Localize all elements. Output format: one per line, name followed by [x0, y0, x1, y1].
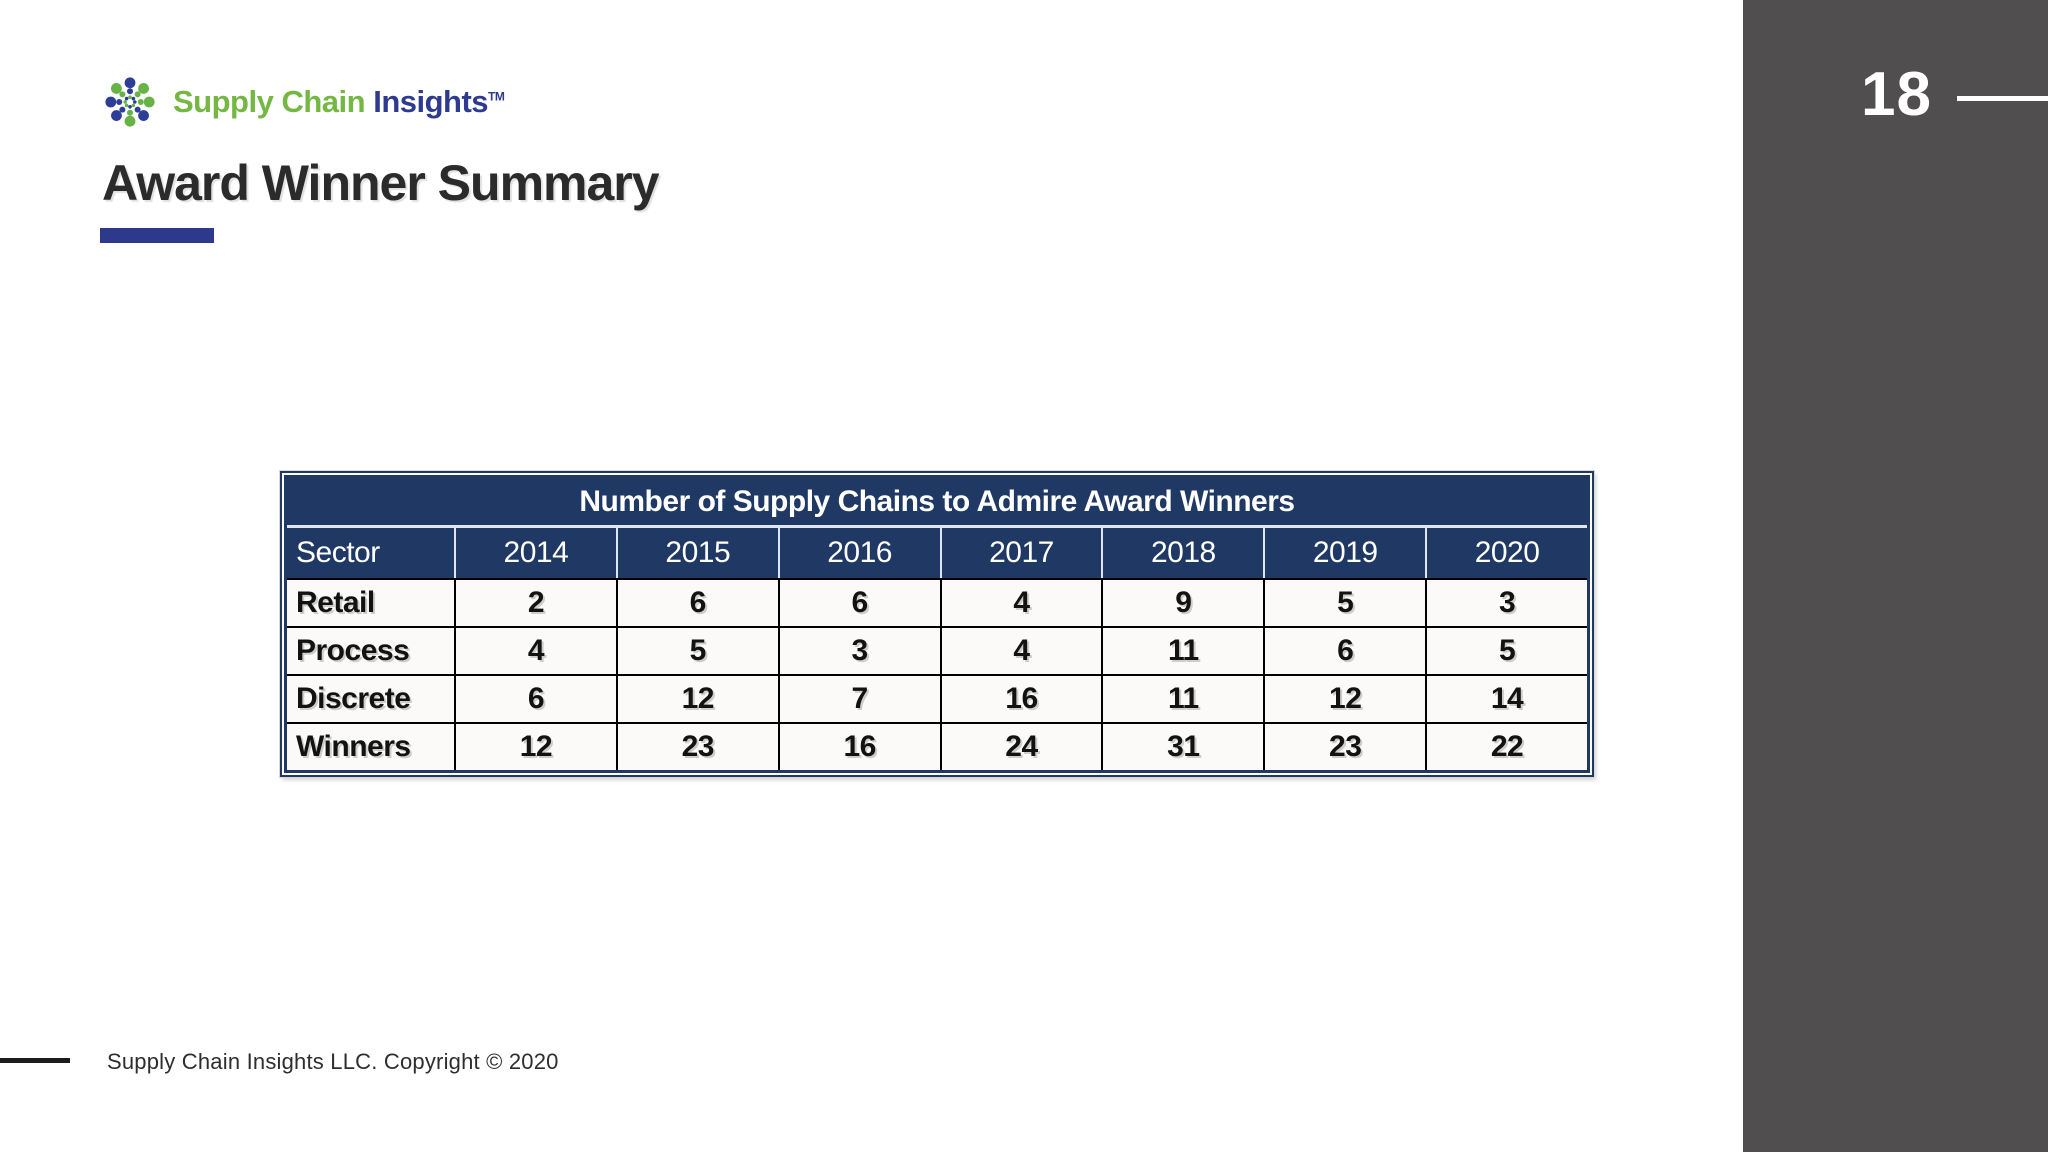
- page-number-rule: [1957, 96, 2048, 101]
- table-cell: 5: [1425, 628, 1587, 674]
- table-cell: 9: [1101, 580, 1263, 626]
- title-underline: [100, 228, 214, 243]
- header-cell-2019: 2019: [1263, 528, 1425, 578]
- table-cell: 3: [1425, 580, 1587, 626]
- table-cell: 12: [1263, 676, 1425, 722]
- logo-text-primary: Supply Chain: [173, 84, 366, 119]
- table-cell: 5: [615, 628, 778, 674]
- header-cell-sector: Sector: [296, 536, 380, 569]
- table-cell: 12: [454, 724, 616, 770]
- table-cell: 11: [1101, 628, 1263, 674]
- table-cell: 4: [939, 580, 1102, 626]
- table-cell: 5: [1263, 580, 1425, 626]
- header-cell-2014: 2014: [454, 528, 616, 578]
- table-cell: 6: [615, 580, 778, 626]
- table-cell: 7: [777, 676, 940, 722]
- table-cell: 16: [939, 676, 1102, 722]
- table-row-process: Process 4 5 3 4 11 6 5: [287, 626, 1587, 674]
- page-title: Award Winner Summary: [102, 155, 660, 211]
- table-cell: 23: [615, 724, 778, 770]
- row-label: Discrete: [296, 682, 411, 715]
- table-cell: 4: [454, 628, 616, 674]
- table-cell: 6: [777, 580, 940, 626]
- table-cell: 23: [1263, 724, 1425, 770]
- header-cell-2016: 2016: [777, 528, 940, 578]
- table-cell: 24: [939, 724, 1102, 770]
- table-cell: 31: [1101, 724, 1263, 770]
- table-cell: 14: [1425, 676, 1587, 722]
- row-label: Process: [296, 634, 410, 667]
- logo-burst-icon: [105, 77, 155, 127]
- header-cell-2015: 2015: [615, 528, 778, 578]
- logo-text-secondary: Insights: [373, 84, 489, 119]
- table-cell: 2: [454, 580, 616, 626]
- page-number-sidebar: 18: [1743, 0, 2048, 1152]
- logo-trademark: TM: [488, 89, 505, 104]
- header-cell-2020: 2020: [1425, 528, 1587, 578]
- table-row-retail: Retail 2 6 6 4 9 5 3: [287, 578, 1587, 626]
- table-cell: 12: [615, 676, 778, 722]
- header-cell-2017: 2017: [939, 528, 1102, 578]
- table-cell: 22: [1425, 724, 1587, 770]
- table-cell: 4: [939, 628, 1102, 674]
- table-header-row: Sector 2014 2015 2016 2017 2018 2019 202…: [287, 528, 1587, 578]
- table-title: Number of Supply Chains to Admire Award …: [287, 478, 1587, 528]
- table-cell: 11: [1101, 676, 1263, 722]
- table-cell: 6: [454, 676, 616, 722]
- header-cell-2018: 2018: [1101, 528, 1263, 578]
- row-label: Winners: [296, 730, 411, 763]
- page-number: 18: [1861, 60, 1932, 129]
- table-cell: 6: [1263, 628, 1425, 674]
- table-cell: 16: [777, 724, 940, 770]
- row-label: Retail: [296, 586, 375, 619]
- footer-copyright: Supply Chain Insights LLC. Copyright © 2…: [107, 1049, 559, 1074]
- logo: Supply Chain InsightsTM: [100, 66, 505, 138]
- footer-rule: [0, 1058, 70, 1063]
- logo-wordmark: Supply Chain InsightsTM: [173, 84, 505, 120]
- table-row-discrete: Discrete 6 12 7 16 11 12 14: [287, 674, 1587, 722]
- table-row-winners: Winners 12 23 16 24 31 23 22: [287, 722, 1587, 770]
- table-cell: 3: [777, 628, 940, 674]
- award-winner-table-inner: Number of Supply Chains to Admire Award …: [284, 475, 1590, 773]
- award-winner-table: Number of Supply Chains to Admire Award …: [280, 471, 1594, 777]
